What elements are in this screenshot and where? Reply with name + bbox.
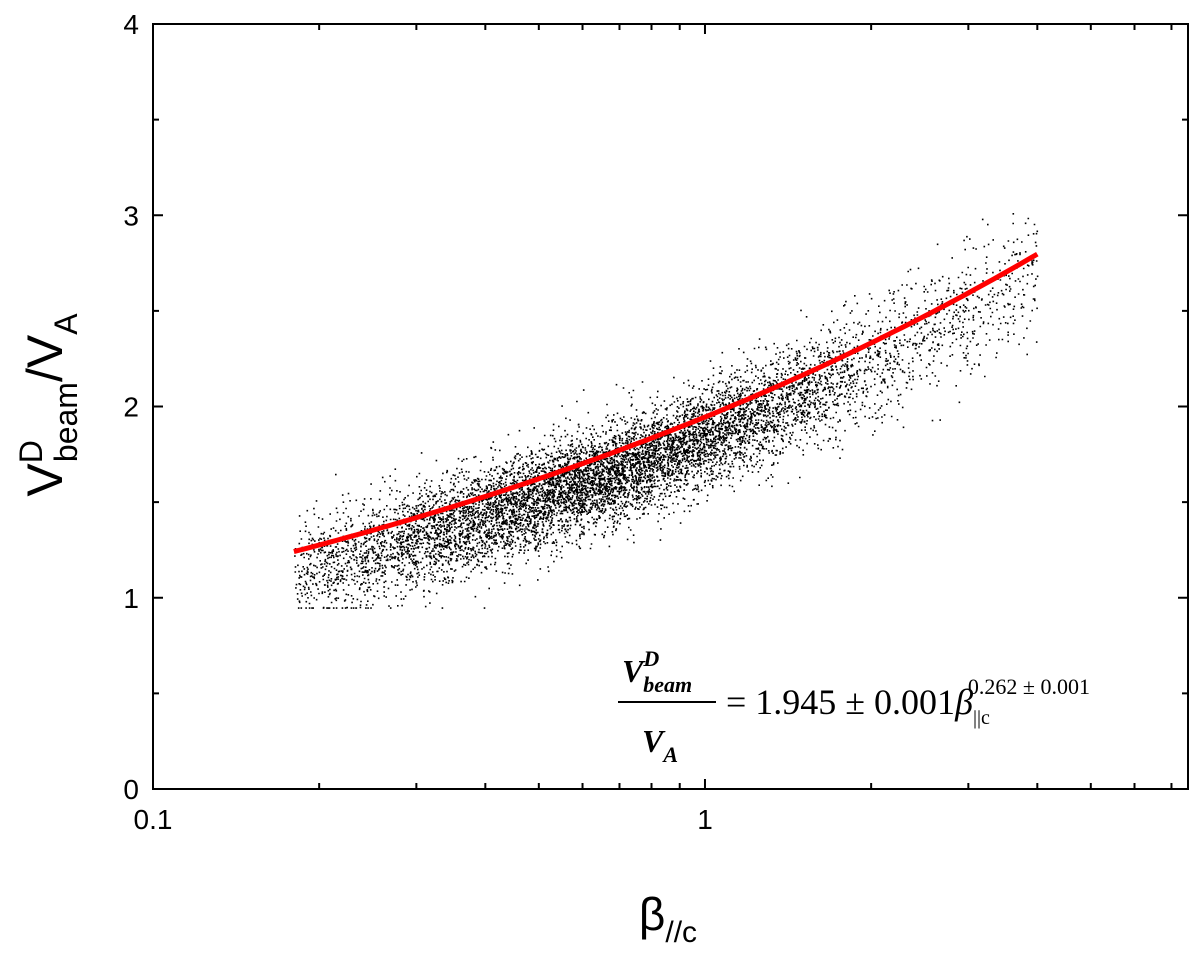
y-tick-label: 4 [123,9,139,40]
y-tick-label: 0 [123,774,139,805]
y-tick-label: 3 [123,200,139,231]
fit-equation: VD beam VA = 1.945 ± 0.001β||c0.262 ± 0.0… [618,646,1090,767]
x-tick-label: 1 [697,804,713,835]
eq-rhs: = 1.945 ± 0.001β||c0.262 ± 0.001 [726,674,1090,729]
eq-numerator: VD beam [622,646,692,697]
y-axis-title: VDbeam/VA [13,313,84,497]
x-axis-title: β//c [639,888,697,949]
y-tick-label: 2 [123,392,139,423]
scatter-points [294,213,1039,609]
y-tick-label: 1 [123,583,139,614]
fit-curve [293,251,1039,555]
tick-labels: 0 1 2 3 4 0.1 1 [123,9,712,835]
axis-ticks [152,23,1188,790]
x-tick-label: 0.1 [134,804,173,835]
eq-denominator: VA [642,723,678,767]
scatter-point-cloud [294,213,1039,609]
